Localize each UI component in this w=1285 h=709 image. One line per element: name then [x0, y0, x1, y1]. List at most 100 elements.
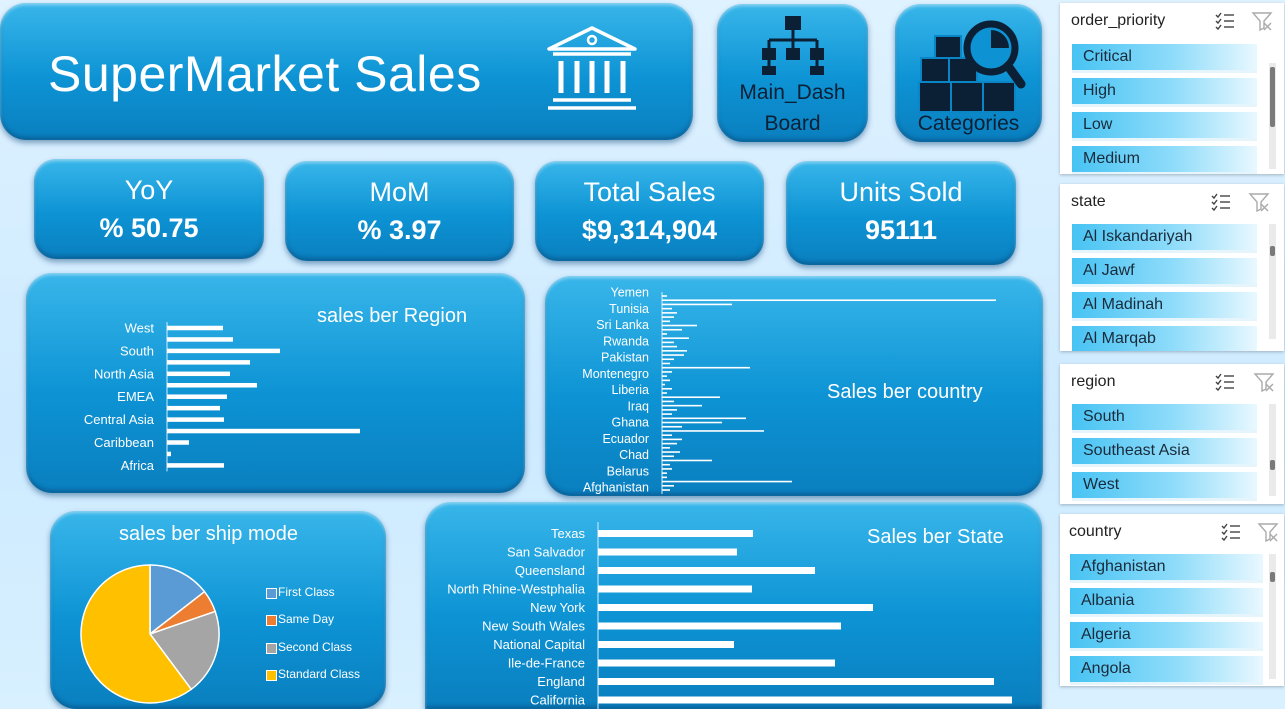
main-dashboard-button[interactable]: Main_Dash Board — [717, 4, 868, 142]
clear-filter-icon[interactable] — [1248, 191, 1270, 213]
country-bar — [662, 354, 684, 356]
region-bar — [167, 360, 250, 365]
kpi-total-sales-label: Total Sales — [583, 177, 716, 207]
country-bar — [662, 337, 689, 339]
kpi-mom-label: MoM — [369, 177, 430, 207]
kpi-mom: MoM % 3.97 — [285, 161, 514, 261]
country-bar — [662, 409, 677, 411]
slicer-scroll-thumb[interactable] — [1270, 572, 1275, 582]
state-bar — [598, 678, 994, 685]
country-bar — [662, 341, 674, 344]
state-bar — [598, 548, 737, 556]
region-tick-label: Caribbean — [94, 435, 154, 450]
country-bar — [662, 392, 667, 394]
state-bar-chart: Texas San Salvador Queensland North Rhine-W… — [447, 522, 1012, 709]
kpi-units-sold: Units Sold 95111 — [786, 161, 1016, 265]
state-bar — [598, 530, 753, 537]
country-bar — [662, 400, 674, 403]
region-bar — [167, 337, 233, 342]
slicer-item-high[interactable]: High — [1072, 78, 1257, 107]
categories-button[interactable]: Categories — [895, 4, 1042, 142]
state-tick-label: England — [537, 674, 585, 689]
slicer-item-medium[interactable]: Medium — [1072, 146, 1257, 174]
country-bar — [662, 459, 712, 462]
slicer-order-priority-title: order_priority — [1071, 12, 1166, 29]
kpi-total-sales: Total Sales $9,314,904 — [535, 161, 764, 261]
state-tick-label: Texas — [551, 526, 585, 541]
multi-select-icon[interactable] — [1214, 371, 1236, 393]
clear-filter-icon[interactable] — [1253, 371, 1275, 393]
region-tick-label: Africa — [121, 458, 155, 473]
slicer-scrollbar[interactable] — [1269, 224, 1276, 339]
slicer-state-title: state — [1071, 193, 1106, 210]
slicer-scroll-thumb[interactable] — [1270, 67, 1275, 127]
country-bar — [662, 413, 672, 415]
ship-mode-pie-chart — [80, 564, 220, 704]
country-bar — [662, 324, 697, 327]
country-bar — [662, 299, 996, 302]
region-bar-chart: West South North Asia EMEA Central Asia Carib… — [84, 321, 360, 473]
country-bar — [662, 333, 667, 335]
country-bar — [662, 307, 672, 310]
pie-slice — [149, 564, 206, 636]
kpi-mom-value: % 3.97 — [357, 215, 442, 245]
slicer-item-al-madinah[interactable]: Al Madinah — [1072, 292, 1257, 321]
slicer-scrollbar[interactable] — [1269, 554, 1276, 679]
slicer-region: region South Southeast Asia West — [1060, 364, 1284, 504]
multi-select-icon[interactable] — [1210, 191, 1232, 213]
country-bar — [662, 476, 667, 479]
state-bar — [598, 604, 873, 611]
multi-select-icon[interactable] — [1220, 521, 1242, 543]
categories-label: Categories — [917, 112, 1020, 135]
slicer-item-albania[interactable]: Albania — [1070, 588, 1263, 617]
slicer-item-angola[interactable]: Angola — [1070, 656, 1263, 685]
country-bar — [662, 421, 722, 424]
slicer-item-southeast-asia[interactable]: Southeast Asia — [1072, 438, 1257, 467]
clear-filter-icon[interactable] — [1257, 521, 1279, 543]
country-bar — [662, 345, 677, 348]
bank-building-icon — [547, 26, 637, 110]
slicer-item-afghanistan[interactable]: Afghanistan — [1070, 554, 1263, 583]
slicer-item-west[interactable]: West — [1072, 472, 1257, 501]
slicer-item-low[interactable]: Low — [1072, 112, 1257, 141]
region-bar — [167, 348, 280, 354]
slicer-scroll-thumb[interactable] — [1270, 460, 1275, 470]
ship-mode-chart-panel: sales ber ship mode First Class Same Day S… — [50, 511, 386, 709]
country-bar — [662, 489, 670, 491]
kpi-yoy: YoY % 50.75 — [34, 159, 264, 259]
legend-label: Same Day — [278, 612, 335, 627]
country-tick-label: Iraq — [627, 399, 649, 413]
region-bar — [167, 383, 257, 388]
country-tick-label: Yemen — [611, 286, 650, 300]
country-bar — [662, 417, 746, 420]
region-bar — [167, 428, 360, 434]
region-tick-label: West — [125, 321, 155, 336]
state-bar — [598, 659, 835, 667]
slicer-item-critical[interactable]: Critical — [1072, 44, 1257, 73]
legend-label: Standard Class — [278, 666, 361, 681]
country-bar — [662, 396, 720, 399]
slicer-item-al-iskandariyah[interactable]: Al Iskandariyah — [1072, 224, 1257, 253]
country-tick-label: Pakistan — [601, 351, 649, 365]
multi-select-icon[interactable] — [1214, 10, 1236, 32]
country-tick-label: Liberia — [611, 383, 649, 397]
org-chart-icon — [762, 16, 824, 75]
country-bar — [662, 434, 672, 436]
region-chart-panel: sales ber Region West South North Asia EMEA… — [26, 273, 525, 493]
slicer-item-algeria[interactable]: Algeria — [1070, 622, 1263, 651]
slicer-item-al-jawf[interactable]: Al Jawf — [1072, 258, 1257, 287]
kpi-yoy-value: % 50.75 — [99, 213, 199, 243]
slicer-item-south[interactable]: South — [1072, 404, 1257, 433]
legend-label: Second Class — [278, 639, 353, 654]
country-bar — [662, 328, 682, 331]
state-tick-label: Queensland — [515, 563, 585, 578]
country-tick-label: Ghana — [611, 416, 649, 430]
country-bar — [662, 455, 674, 458]
legend-swatch — [266, 588, 277, 599]
region-tick-label: South — [120, 343, 154, 358]
slicer-scrollbar[interactable] — [1269, 404, 1276, 496]
clear-filter-icon[interactable] — [1251, 10, 1273, 32]
kpi-units-sold-value: 95111 — [864, 215, 938, 245]
slicer-scroll-thumb[interactable] — [1270, 246, 1275, 256]
slicer-item-al-marqab[interactable]: Al Marqab — [1072, 326, 1257, 351]
